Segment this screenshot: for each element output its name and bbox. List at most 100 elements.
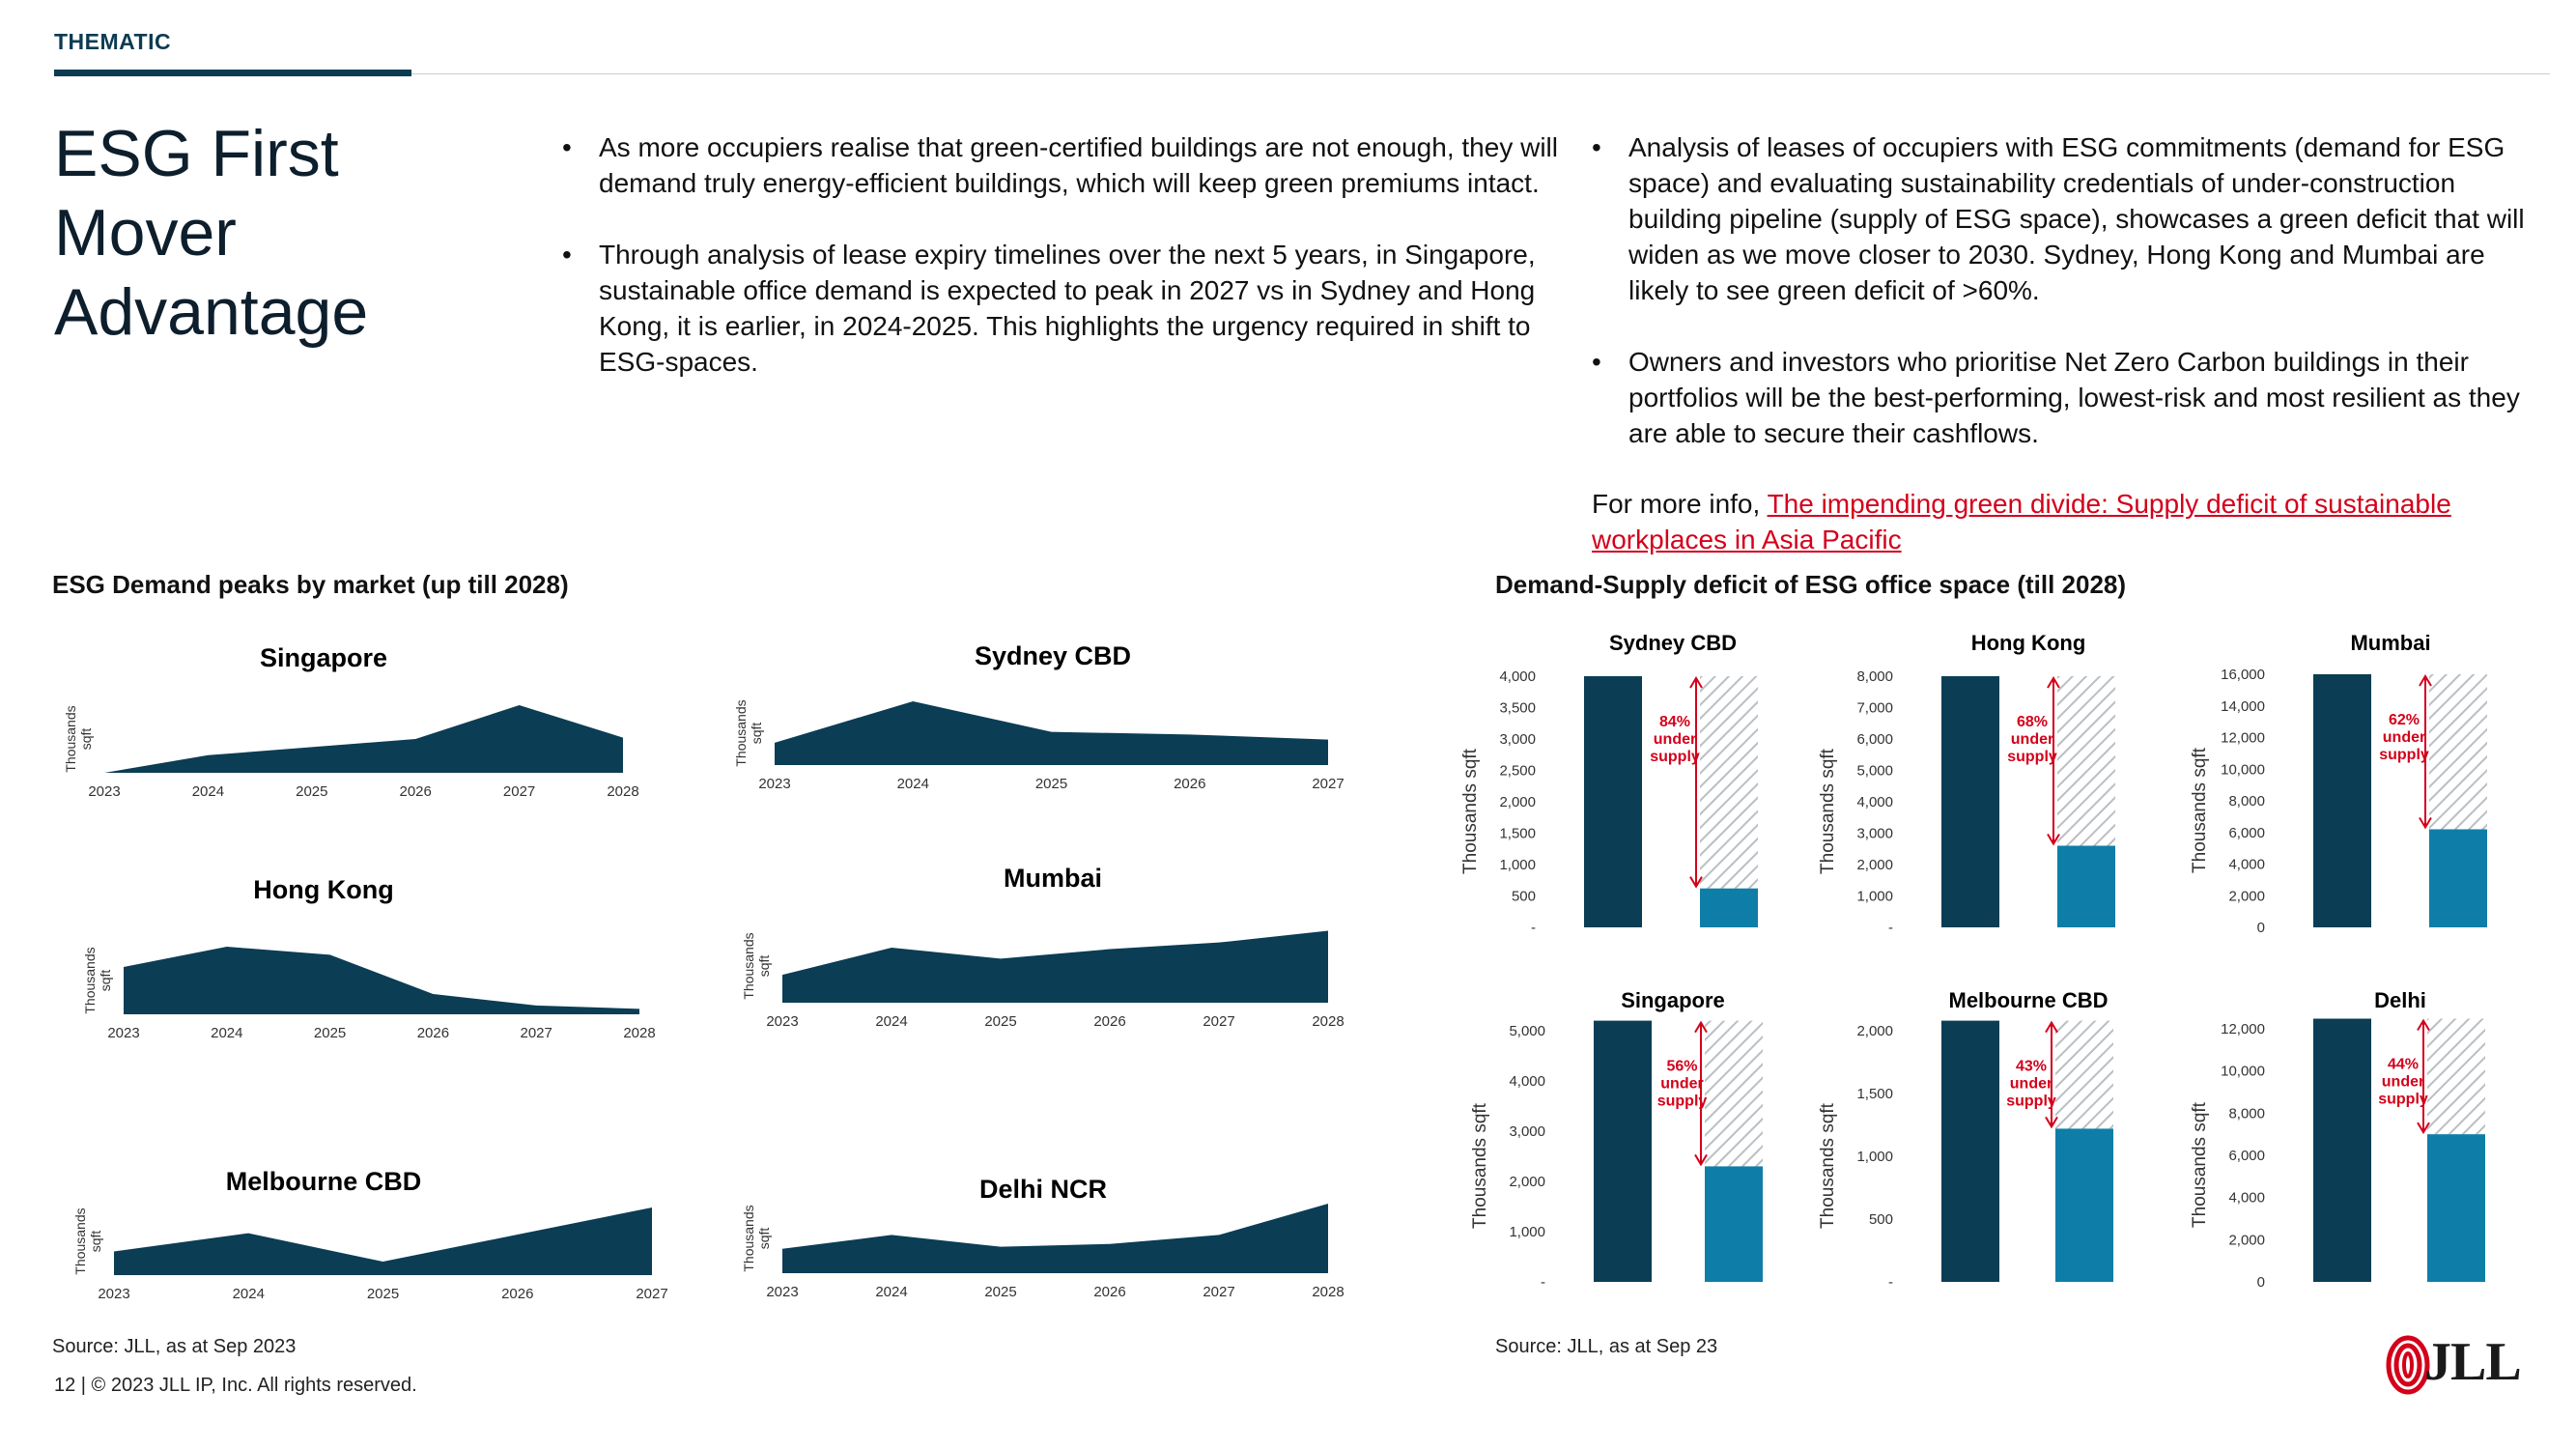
y-tick-label: 2,000 — [2228, 1232, 2265, 1248]
y-tick-label: 2,000 — [1499, 794, 1536, 810]
arrow-head-up — [1694, 1020, 1708, 1034]
y-tick-label: 10,000 — [2221, 1064, 2265, 1080]
arrow-head-up — [2045, 1020, 2058, 1034]
deficit-hatch — [1700, 676, 1758, 889]
x-tick-label: 2023 — [758, 776, 790, 792]
chart-title: Hong Kong — [1971, 631, 2086, 655]
y-tick-label: 14,000 — [2221, 698, 2265, 715]
y-tick-label: 10,000 — [2221, 761, 2265, 778]
y-tick-label: 12,000 — [2221, 730, 2265, 747]
x-tick-label: 2025 — [296, 783, 327, 800]
y-tick-label: 5,000 — [1509, 1023, 1545, 1039]
deficit-label: 62% under supply — [2379, 712, 2429, 763]
x-tick-label: 2023 — [766, 1013, 798, 1030]
chart-title: Delhi — [2374, 988, 2426, 1012]
y-tick-label: 0 — [2257, 920, 2265, 936]
x-tick-label: 2025 — [367, 1286, 399, 1302]
area-chart: Delhi NCR 2023 2024 2025 2026 2027 2028 Thousan… — [741, 1175, 1345, 1300]
arrow-head-down — [2417, 1122, 2430, 1135]
y-axis-label: Thousandssqft — [733, 699, 764, 766]
bullet-item: Owners and investors who prioritise Net … — [1588, 344, 2534, 451]
x-tick-label: 2024 — [875, 1013, 907, 1030]
x-tick-label: 2025 — [1035, 776, 1067, 792]
deficit-label: 68% under supply — [2007, 714, 2057, 765]
bar-chart: Melbourne CBD - 500 1,000 1,500 2,000 Thousand… — [1818, 988, 2113, 1291]
deficit-label: 43% under supply — [2006, 1059, 2056, 1110]
y-tick-label: 2,000 — [1509, 1174, 1545, 1190]
right-source: Source: JLL, as at Sep 23 — [1495, 1336, 1718, 1357]
deficit-hatch — [2429, 674, 2487, 830]
arrow-head-up — [2047, 676, 2060, 689]
area-series — [104, 705, 623, 773]
deficit-hatch — [2427, 1018, 2485, 1135]
y-tick-label: - — [1531, 920, 1536, 936]
deficit-label: 84% under supply — [1650, 714, 1700, 765]
deficit-label: 56% under supply — [1657, 1059, 1708, 1110]
y-tick-label: 8,000 — [2228, 793, 2265, 810]
x-tick-label: 2023 — [766, 1284, 798, 1300]
left-source: Source: JLL, as at Sep 2023 — [52, 1336, 297, 1357]
y-tick-label: 1,500 — [1856, 1086, 1893, 1102]
x-tick-label: 2024 — [233, 1286, 265, 1302]
more-info-prefix: For more info, — [1592, 489, 1768, 519]
y-tick-label: - — [1888, 920, 1893, 936]
footer-copyright: 12 | © 2023 JLL IP, Inc. All rights rese… — [54, 1375, 417, 1396]
y-tick-label: 4,000 — [2228, 1190, 2265, 1207]
deficit-hatch — [1705, 1020, 1763, 1167]
y-tick-label: 2,000 — [1856, 857, 1893, 873]
deficit-hatch — [2057, 676, 2115, 846]
x-tick-label: 2028 — [607, 783, 638, 800]
y-axis-label: Thousandssqft — [82, 947, 113, 1013]
x-tick-label: 2024 — [211, 1025, 242, 1041]
x-tick-label: 2026 — [400, 783, 432, 800]
y-axis-label: Thousandssqft — [741, 1205, 772, 1271]
chart-title: Singapore — [260, 643, 387, 672]
left-bullets: As more occupiers realise that green-cer… — [558, 129, 1563, 415]
more-info: For more info, The impending green divid… — [1592, 486, 2519, 557]
y-tick-label: 2,000 — [1856, 1023, 1893, 1039]
demand-bar — [2313, 674, 2371, 927]
area-series — [124, 947, 639, 1014]
x-tick-label: 2026 — [1093, 1013, 1125, 1030]
jll-logo-text: JLL — [2424, 1332, 2522, 1392]
y-tick-label: 4,000 — [2228, 857, 2265, 873]
deficit-label: 44% under supply — [2378, 1057, 2428, 1108]
area-chart: Melbourne CBD 2023 2024 2025 2026 2027 Thousan… — [72, 1167, 668, 1302]
report-link[interactable]: The impending green divide: Supply defic… — [1592, 489, 2451, 554]
y-tick-label: 500 — [1869, 1211, 1893, 1228]
supply-bar — [2057, 845, 2115, 927]
area-chart: Singapore 2023 2024 2025 2026 2027 2028 Thousan… — [63, 643, 639, 800]
x-tick-label: 2023 — [98, 1286, 129, 1302]
y-axis-label: Thousands sqft — [1818, 1102, 1838, 1229]
y-tick-label: 16,000 — [2221, 667, 2265, 683]
area-chart: Mumbai 2023 2024 2025 2026 2027 2028 Thousandss… — [741, 864, 1345, 1030]
area-chart: Hong Kong 2023 2024 2025 2026 2027 2028 Thousan… — [82, 875, 656, 1041]
demand-area-charts: Singapore 2023 2024 2025 2026 2027 2028 Thousan… — [63, 641, 1345, 1302]
y-tick-label: 1,000 — [1856, 1149, 1893, 1165]
chart-title: Delhi NCR — [979, 1175, 1107, 1204]
chart-title: Hong Kong — [253, 875, 393, 904]
jll-logo-mark — [2386, 1335, 2430, 1395]
deficit-hatch — [2055, 1020, 2113, 1129]
y-tick-label: 4,000 — [1499, 668, 1536, 685]
y-tick-label: 3,000 — [1856, 826, 1893, 842]
x-tick-label: 2023 — [88, 783, 120, 800]
supply-bar — [1705, 1166, 1763, 1282]
x-tick-label: 2024 — [897, 776, 929, 792]
x-tick-label: 2027 — [1312, 776, 1344, 792]
supply-bar — [2427, 1134, 2485, 1282]
supply-bar — [2055, 1128, 2113, 1282]
x-tick-label: 2026 — [1093, 1284, 1125, 1300]
arrow-head-up — [2417, 1018, 2430, 1032]
area-series — [782, 930, 1328, 1003]
y-axis-label: Thousandssqft — [741, 932, 772, 999]
y-tick-label: 6,000 — [2228, 825, 2265, 841]
y-tick-label: 7,000 — [1856, 700, 1893, 717]
arrow-head-down — [2045, 1116, 2058, 1129]
bar-chart: Sydney CBD - 500 1,000 1,500 2,000 2,500 3,000 3… — [1460, 631, 1758, 936]
y-tick-label: 2,500 — [1499, 763, 1536, 780]
chart-title: Mumbai — [1004, 864, 1102, 893]
x-tick-label: 2027 — [636, 1286, 667, 1302]
y-tick-label: 12,000 — [2221, 1021, 2265, 1037]
demand-bar — [1594, 1020, 1652, 1282]
